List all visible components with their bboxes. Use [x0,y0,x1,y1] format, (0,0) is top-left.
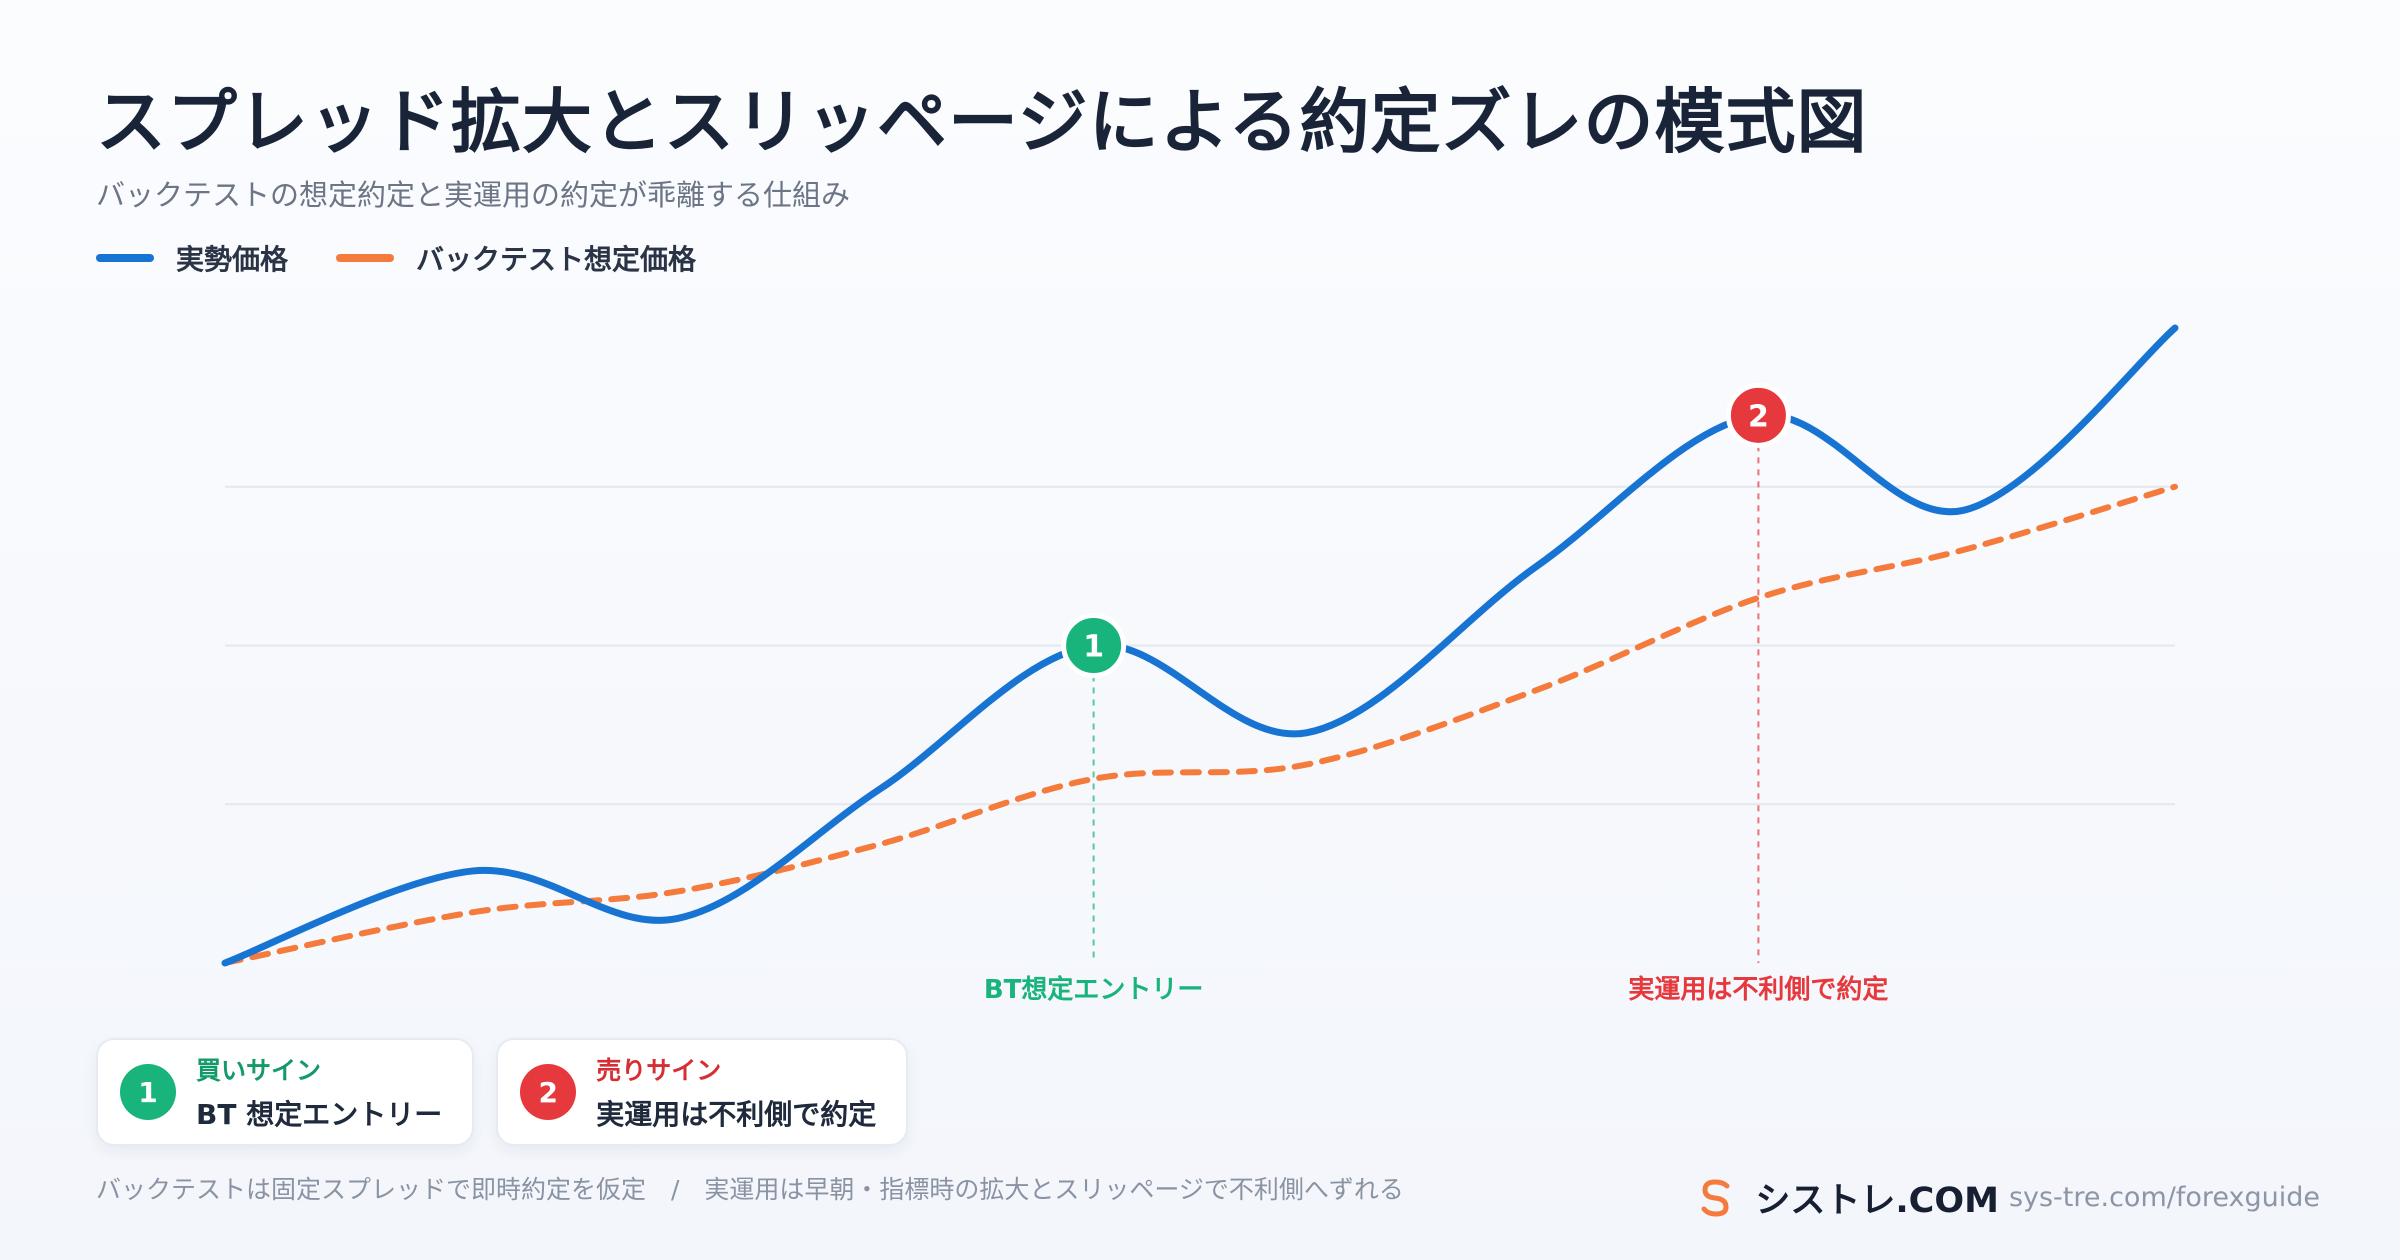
legend-item-actual: 実勢価格 [96,238,288,278]
card-sell-desc: 実運用は不利側で約定 [596,1098,877,1131]
card-sell-title: 売りサイン [596,1056,722,1085]
page-subtitle: バックテストの想定約定と実運用の約定が乖離する仕組み [96,178,851,212]
footer-note: バックテストは固定スプレッドで即時約定を仮定 / 実運用は早朝・指標時の拡大とス… [96,1175,1404,1204]
card-buy-badge: 1 [120,1064,176,1120]
annotation-label-1: BT想定エントリー [984,974,1204,1005]
signal-cards: 1 買いサイン BT 想定エントリー 2 売りサイン 実運用は不利側で約定 [96,1038,930,1146]
annotation-marker-2 [1725,382,1791,448]
annotation-marker-number-2: 2 [1748,399,1769,434]
annotation-label-2: 実運用は不利側で約定 [1628,974,1888,1005]
series-line-actual [221,324,2179,967]
series-line-backtest [222,483,2178,966]
chart-legend: 実勢価格 バックテスト想定価格 [96,238,744,278]
brand: シストレ.COM sys-tre.com/forexguide [1699,1172,2320,1223]
legend-item-backtest: バックテスト想定価格 [336,238,696,278]
card-sell-badge: 2 [520,1064,577,1120]
brand-name: シストレ.COM [1755,1181,1999,1221]
legend-label-backtest: バックテスト想定価格 [416,243,697,276]
card-buy-title: 買いサイン [196,1056,322,1085]
card-buy-signal: 1 買いサイン BT 想定エントリー [96,1038,475,1146]
legend-swatch-backtest [336,254,395,262]
legend-label-actual: 実勢価格 [176,243,289,276]
brand-logo-icon [1701,1178,1730,1217]
brand-url: sys-tre.com/forexguide [2008,1182,2320,1213]
annotation-marker-number-1: 1 [1083,630,1104,665]
line-chart: 1 2 BT想定エントリー 実運用は不利側で約定 [221,324,2179,1005]
legend-swatch-actual [96,254,154,262]
card-sell-signal: 2 売りサイン 実運用は不利側で約定 [496,1038,909,1146]
page-title: スプレッド拡大とスリッページによる約定ズレの模式図 [96,81,1868,163]
annotation-marker-1 [1061,613,1127,678]
card-buy-desc: BT 想定エントリー [196,1098,443,1131]
